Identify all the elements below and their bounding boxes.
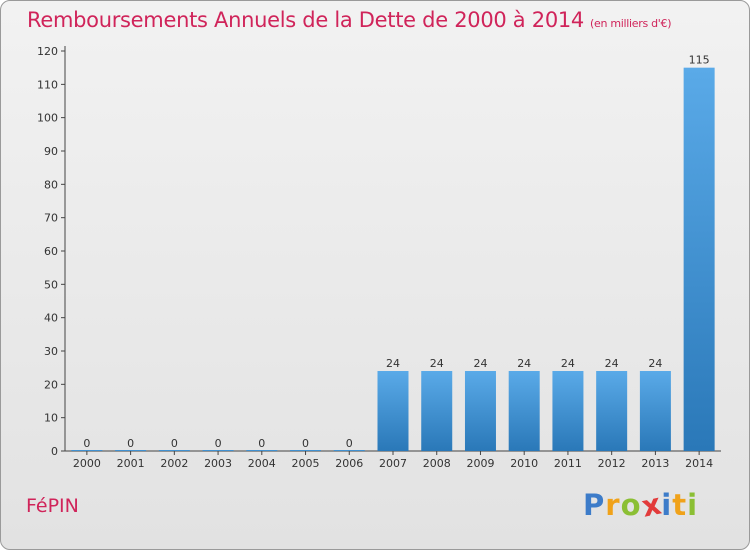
bar [202, 450, 234, 451]
y-tick-label: 100 [37, 112, 58, 125]
x-tick-label: 2007 [379, 457, 407, 470]
chart-title-text: Remboursements Annuels de la Dette de 20… [27, 8, 584, 32]
bar [246, 450, 278, 451]
data-label: 24 [561, 357, 575, 370]
data-label: 0 [302, 437, 309, 450]
data-label: 115 [689, 54, 710, 67]
data-label: 24 [430, 357, 444, 370]
x-tick-label: 2008 [423, 457, 451, 470]
x-tick-label: 2014 [685, 457, 713, 470]
bar [596, 371, 628, 451]
logo-letter: o [620, 488, 642, 522]
data-label: 0 [127, 437, 134, 450]
x-tick-label: 2012 [598, 457, 626, 470]
data-label: 0 [346, 437, 353, 450]
unit-note: (en milliers d'€) [590, 17, 672, 30]
logo-letter: t [672, 488, 688, 522]
bar [158, 450, 190, 451]
data-label: 24 [605, 357, 619, 370]
logo-letter: i [687, 488, 699, 522]
x-tick-label: 2010 [510, 457, 538, 470]
bar [639, 371, 671, 451]
place-name: FéPIN [26, 495, 79, 517]
y-tick-label: 90 [44, 145, 58, 158]
data-label: 24 [386, 357, 400, 370]
x-tick-label: 2009 [466, 457, 494, 470]
data-label: 24 [517, 357, 531, 370]
x-tick-label: 2006 [335, 457, 363, 470]
data-label: 24 [473, 357, 487, 370]
bar [508, 371, 540, 451]
y-tick-label: 80 [44, 178, 58, 191]
bar [683, 67, 715, 452]
y-tick-label: 60 [44, 245, 58, 258]
bar [421, 371, 453, 451]
y-tick-label: 40 [44, 312, 58, 325]
x-tick-label: 2001 [117, 457, 145, 470]
logo-letter: P [583, 488, 606, 522]
data-label: 0 [171, 437, 178, 450]
chart-title: Remboursements Annuels de la Dette de 20… [27, 8, 671, 32]
bar [290, 450, 322, 451]
data-label: 0 [83, 437, 90, 450]
y-tick-label: 120 [37, 45, 58, 58]
bar [464, 371, 496, 451]
logo-letter: i [661, 488, 673, 522]
data-label: 0 [215, 437, 222, 450]
x-tick-label: 2000 [73, 457, 101, 470]
x-tick-label: 2004 [248, 457, 276, 470]
y-tick-label: 0 [51, 445, 58, 458]
x-tick-label: 2005 [292, 457, 320, 470]
bar [377, 371, 409, 451]
data-label: 24 [648, 357, 662, 370]
y-tick-label: 50 [44, 278, 58, 291]
proxiti-logo: Proxiti [583, 486, 699, 523]
bar [552, 371, 584, 451]
y-tick-label: 20 [44, 378, 58, 391]
data-label: 0 [258, 437, 265, 450]
x-tick-label: 2002 [160, 457, 188, 470]
logo-letter: r [605, 488, 621, 522]
x-tick-label: 2003 [204, 457, 232, 470]
bar [333, 450, 365, 451]
y-tick-label: 10 [44, 412, 58, 425]
x-tick-label: 2013 [641, 457, 669, 470]
x-tick-label: 2011 [554, 457, 582, 470]
y-tick-label: 70 [44, 212, 58, 225]
bar [71, 450, 103, 451]
y-tick-label: 110 [37, 78, 58, 91]
y-tick-label: 30 [44, 345, 58, 358]
bar [115, 450, 147, 451]
